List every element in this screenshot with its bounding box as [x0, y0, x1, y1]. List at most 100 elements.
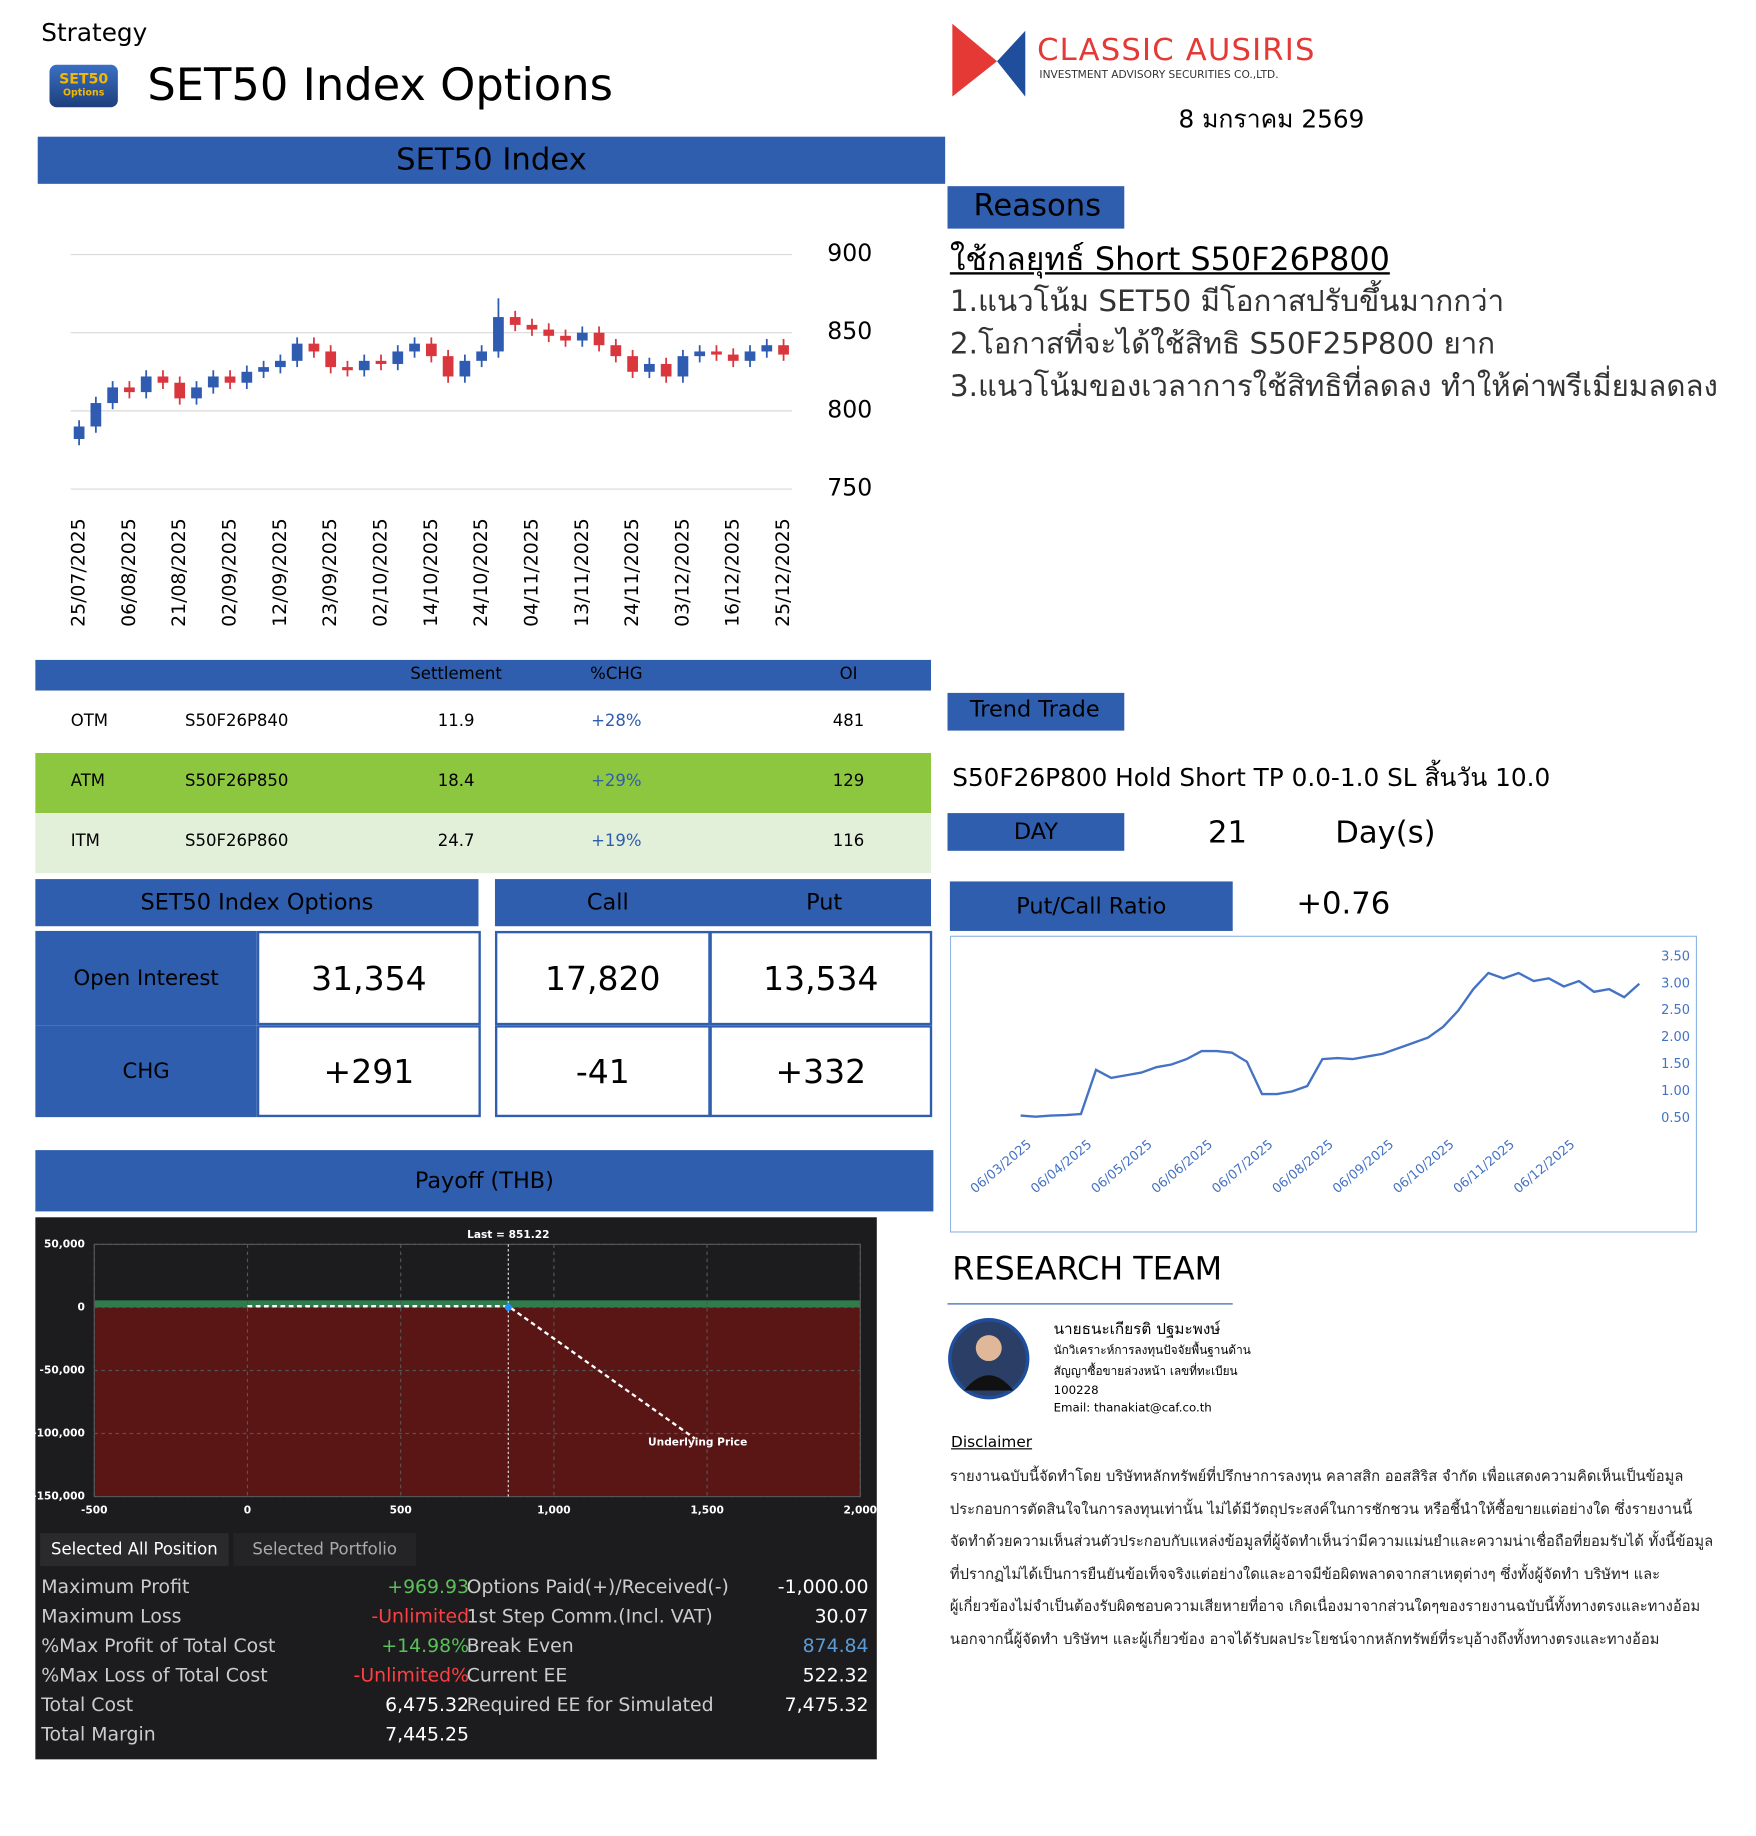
stat: %Max Profit of Total Cost: [41, 1634, 276, 1657]
panel-header: Call Put: [494, 879, 932, 927]
row-label: CHG: [35, 1025, 257, 1118]
title: SET50 Index Options: [147, 58, 613, 111]
candle-body: [358, 360, 370, 371]
call-header: Call: [586, 889, 629, 916]
stat: 7,445.25: [385, 1722, 470, 1746]
candle-body: [325, 351, 337, 368]
stat: Maximum Profit: [41, 1575, 190, 1598]
disclaimer-line: ผู้เกี่ยวข้องไม่จำเป็นต้องรับผิดชอบความเ…: [949, 1596, 1701, 1615]
table-row: [35, 813, 932, 874]
candle-body: [124, 387, 135, 393]
x-tick-label: 14/10/2025: [421, 518, 442, 627]
stat: %Max Loss of Total Cost: [41, 1663, 268, 1687]
table-cell: S50F26P840: [185, 711, 289, 731]
x-tick-label: 23/09/2025: [320, 518, 341, 627]
pcr-label: Put/Call Ratio: [949, 881, 1233, 931]
column-header: Settlement: [410, 664, 502, 684]
y-tick-label: 750: [827, 474, 872, 502]
stat: +14.98%: [381, 1634, 470, 1657]
y-tick-label: 900: [827, 239, 872, 267]
candle-body: [677, 356, 689, 377]
candle-body: [459, 360, 471, 377]
x-tick-label: 16/12/2025: [723, 518, 744, 627]
trend-text: S50F26P800 Hold Short TP 0.0-1.0 SL สิ้น…: [952, 763, 1551, 792]
x-tick-label: 02/09/2025: [220, 518, 241, 627]
value-cell: +332: [709, 1025, 933, 1118]
pcr-line: [1020, 971, 1641, 1118]
analyst-line: นักวิเคราะห์การลงทุนปัจจัยพื้นฐานด้าน: [1053, 1344, 1251, 1358]
pcr-value: +0.76: [1296, 886, 1391, 922]
table-cell: 24.7: [437, 831, 475, 851]
candle-body: [224, 376, 236, 383]
stat: 7,475.32: [784, 1693, 869, 1716]
table-cell: 11.9: [437, 711, 475, 731]
company-name: CLASSIC AUSIRIS: [1037, 32, 1316, 69]
stat: +969.93: [387, 1575, 470, 1598]
x-tick-label: 21/08/2025: [169, 518, 190, 627]
underlying-label: Underlying Price: [648, 1436, 747, 1448]
analyst-line: 100228: [1053, 1384, 1099, 1398]
table-cell: S50F26P860: [185, 831, 289, 851]
x-tick-label: 25/07/2025: [69, 518, 90, 627]
photo: [948, 1318, 1030, 1400]
company-sub: INVESTMENT ADVISORY SECURITIES CO.,LTD.: [1039, 69, 1279, 82]
y-tick-label: -150,000: [35, 1491, 84, 1503]
disclaimer-line: จัดทำด้วยความเห็นส่วนตัวประกอบกับแหล่งข้…: [949, 1531, 1714, 1550]
profit-band: [94, 1300, 861, 1308]
stat: Required EE for Simulated: [466, 1693, 714, 1716]
y-tick-label: 800: [827, 395, 872, 423]
tab[interactable]: Selected All Position: [40, 1533, 229, 1567]
table-cell: +28%: [591, 711, 642, 731]
x-tick-label: 12/09/2025: [270, 518, 291, 627]
disclaimer-title: Disclaimer: [951, 1434, 1033, 1452]
day-label: DAY: [947, 813, 1125, 851]
y-tick-label: 0: [77, 1301, 84, 1313]
team-title: RESEARCH TEAM: [952, 1251, 1223, 1288]
reason: 1.แนวโน้ม SET50 มีโอกาสปรับขึ้นมากกว่า: [949, 283, 1505, 319]
stat: -Unlimited: [371, 1604, 470, 1628]
panel-title: SET50 Index Options: [35, 879, 479, 927]
table-cell: +19%: [591, 831, 642, 851]
candle-body: [727, 354, 739, 361]
table-row: [35, 752, 932, 814]
reasons-heading: ใช้กลยุทธ์ Short S50F26P800: [949, 241, 1390, 279]
x-tick-label: 0: [244, 1505, 251, 1517]
table-header: [35, 659, 932, 691]
reason: 3.แนวโน้มของเวลาการใช้สิทธิที่ลดลง ทำให้…: [949, 368, 1718, 404]
candlestick-chart: 750 800 850 900 25/07/2025 06/08/2025 21/08/20…: [69, 239, 873, 627]
x-tick-label: 500: [390, 1505, 412, 1517]
candle-body: [392, 351, 404, 364]
tab[interactable]: Selected Portfolio: [233, 1533, 417, 1567]
candle-body: [90, 403, 102, 427]
value-cell: +291: [256, 1025, 481, 1118]
candle-body: [258, 367, 269, 372]
x-tick-label: 2,000: [844, 1505, 877, 1517]
y-tick-label: -100,000: [35, 1428, 84, 1440]
payoff-panel: 50,000 0 -50,000 -100,000 -150,000 -500 0 500 1,…: [35, 1217, 877, 1760]
section-title: SET50 Index: [37, 136, 946, 184]
analyst-name: นายธนะเกียรติ ปฐมะพงษ์: [1053, 1320, 1221, 1339]
candle-body: [409, 343, 420, 352]
x-tick-label: 25/12/2025: [773, 518, 794, 627]
badge: SET50 Options: [49, 64, 118, 108]
x-tick-label: -500: [81, 1505, 108, 1517]
badge-text: SET50: [59, 70, 109, 88]
disclaimer-line: นอกจากนี้ผู้จัดทำ บริษัทฯ และผู้เกี่ยวข้…: [949, 1629, 1660, 1647]
last-marker: [504, 1303, 512, 1311]
y-tick-label: 50,000: [44, 1238, 85, 1250]
candle-body: [275, 360, 286, 368]
badge-sub: Options: [63, 87, 105, 98]
candle-body: [241, 371, 253, 383]
y-tick-label: 2.00: [1661, 1030, 1690, 1045]
stat: 30.07: [814, 1604, 869, 1628]
x-tick-label: 06/08/2025: [119, 518, 140, 627]
candle-body: [593, 332, 605, 346]
candle-body: [778, 345, 789, 355]
stat: Total Cost: [41, 1693, 134, 1716]
candle-body: [191, 387, 202, 399]
candle-body: [140, 376, 152, 393]
pcr-chart: 0.501.001.502.002.503.003.5006/03/202506…: [949, 935, 1698, 1233]
x-tick-label: 24/11/2025: [622, 518, 643, 627]
